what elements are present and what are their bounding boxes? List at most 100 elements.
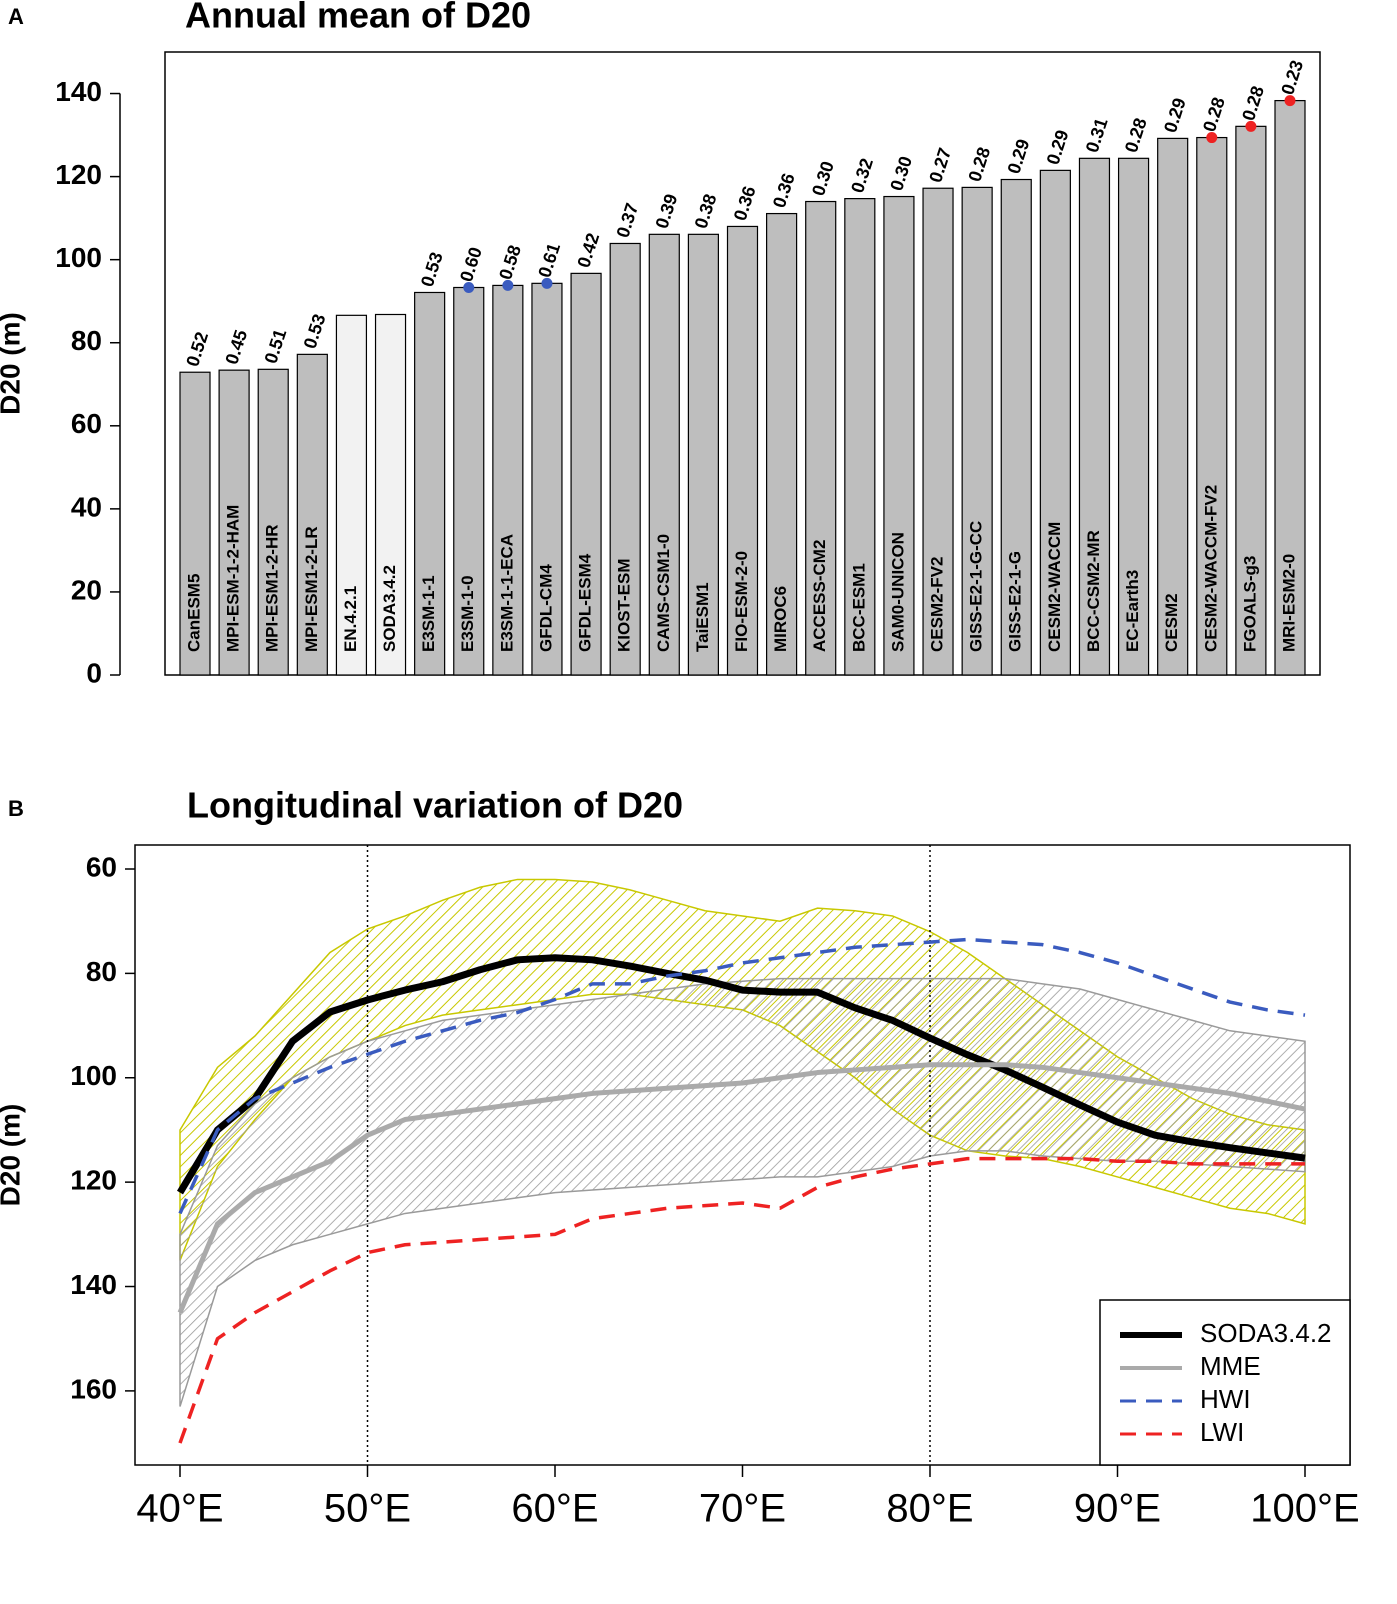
bar-annotation: 0.36	[730, 184, 760, 224]
y-axis-label: D20 (m)	[0, 312, 25, 415]
bar-category-label: MIROC6	[771, 586, 790, 652]
bar	[922, 187, 954, 676]
bar-marker	[1245, 120, 1257, 132]
y-tick-label: 80	[86, 956, 117, 987]
x-tick-label: 80°E	[886, 1487, 973, 1531]
bar-annotation: 0.42	[573, 231, 603, 271]
bar	[1117, 157, 1150, 676]
bar-annotation: 0.23	[1277, 58, 1307, 98]
bar-annotation: 0.28	[1238, 84, 1268, 124]
bar-category-label: CAMS-CSM1-0	[654, 534, 673, 652]
bar	[648, 233, 680, 676]
panel-label: A	[8, 4, 24, 29]
bar	[609, 242, 641, 676]
bar-category-label: ACCESS-CM2	[810, 540, 829, 652]
bar	[257, 368, 289, 676]
bar	[726, 225, 759, 676]
series-line	[178, 937, 1306, 1215]
legend-label: LWI	[1200, 1417, 1244, 1447]
legend-label: HWI	[1200, 1384, 1251, 1414]
bar	[1000, 178, 1032, 676]
y-tick-label: 0	[86, 657, 102, 688]
bar-category-label: GFDL-CM4	[536, 564, 555, 652]
x-tick-label: 50°E	[324, 1487, 411, 1531]
bar-annotation: 0.61	[534, 241, 564, 281]
bar	[1157, 137, 1189, 676]
bar	[218, 369, 250, 676]
bar	[531, 282, 563, 676]
bar	[961, 186, 993, 676]
bar-category-label: KIOST-ESM	[615, 558, 634, 652]
bar-annotation: 0.32	[847, 156, 877, 196]
range-band	[179, 977, 1306, 1407]
bar-category-label: MPI-ESM1-2-HR	[263, 524, 282, 652]
bar-annotation: 0.37	[612, 201, 642, 241]
bar-category-label: CESM2	[1162, 593, 1181, 652]
legend-box	[1099, 1299, 1351, 1466]
bar-category-label: BCC-ESM1	[849, 563, 868, 652]
bar	[1039, 169, 1071, 676]
bar-category-label: GFDL-ESM4	[576, 553, 595, 652]
bar-category-label: SODA3.4.2	[380, 565, 399, 652]
bar	[1235, 125, 1267, 676]
bar	[766, 212, 798, 676]
bar-category-label: CESM2-FV2	[928, 557, 947, 652]
bar-category-label: MPI-ESM1-2-LR	[302, 526, 321, 652]
legend-label: MME	[1200, 1351, 1261, 1381]
bar-annotation: 0.45	[221, 327, 251, 367]
y-tick-label: 40	[71, 491, 102, 522]
bar-category-label: EN.4.2.1	[341, 586, 360, 652]
bar-annotation: 0.58	[495, 243, 525, 283]
x-tick-label: 60°E	[511, 1487, 598, 1531]
bar-annotation: 0.36	[769, 171, 799, 211]
bar-annotation: 0.52	[182, 329, 212, 369]
bar	[883, 195, 915, 676]
bar	[296, 353, 328, 676]
bar-category-label: FGOALS-g3	[1240, 556, 1259, 652]
bar-marker	[463, 281, 475, 293]
bar-category-label: TaiESM1	[693, 582, 712, 652]
bar-annotation: 0.53	[417, 250, 447, 290]
series-line	[177, 1062, 1306, 1314]
y-tick-label: 60	[71, 408, 102, 439]
bar-category-label: GISS-E2-1-G	[1006, 551, 1025, 652]
bar	[1078, 157, 1111, 676]
series-line	[178, 1156, 1305, 1444]
y-tick-label: 80	[71, 325, 102, 356]
bar-category-label: EC-Earth3	[1123, 570, 1142, 652]
bar-annotation: 0.28	[964, 145, 994, 185]
bar-annotation: 0.28	[1121, 116, 1151, 156]
bar-category-label: MPI-ESM-1-2-HAM	[224, 505, 243, 652]
y-tick-label: 140	[55, 76, 102, 107]
y-tick-label: 160	[70, 1373, 117, 1404]
bar-annotation: 0.60	[456, 245, 486, 285]
bar-category-label: CESM2-WACCM	[1045, 522, 1064, 652]
bar	[492, 284, 524, 676]
bar-marker	[1206, 132, 1218, 144]
bar-marker	[541, 277, 553, 289]
bar	[1196, 136, 1228, 676]
x-tick-label: 100°E	[1250, 1487, 1359, 1531]
bar-annotation: 0.30	[886, 154, 916, 194]
bar-annotation: 0.29	[1004, 137, 1034, 177]
legend-label: SODA3.4.2	[1200, 1318, 1332, 1348]
bar-annotation: 0.51	[261, 327, 291, 367]
x-tick-label: 40°E	[136, 1487, 223, 1531]
y-tick-label: 100	[70, 1060, 117, 1091]
bar	[687, 233, 719, 676]
bar-category-label: GISS-E2-1-G-CC	[967, 521, 986, 652]
bar	[844, 198, 876, 676]
bar-category-label: MRI-ESM2-0	[1279, 554, 1298, 652]
bar-annotation: 0.29	[1043, 128, 1073, 168]
y-axis-label: D20 (m)	[0, 1104, 25, 1207]
series-line	[176, 954, 1306, 1195]
bar-annotation: 0.38	[691, 192, 721, 232]
bar-marker	[502, 279, 514, 291]
bar-category-label: E3SM-1-1	[419, 575, 438, 652]
bar-category-label: CESM2-WACCM-FV2	[1201, 485, 1220, 652]
bar-annotation: 0.39	[652, 192, 682, 232]
panel-label: B	[8, 796, 24, 821]
chart-title: Annual mean of D20	[185, 0, 531, 36]
bar	[414, 291, 446, 676]
